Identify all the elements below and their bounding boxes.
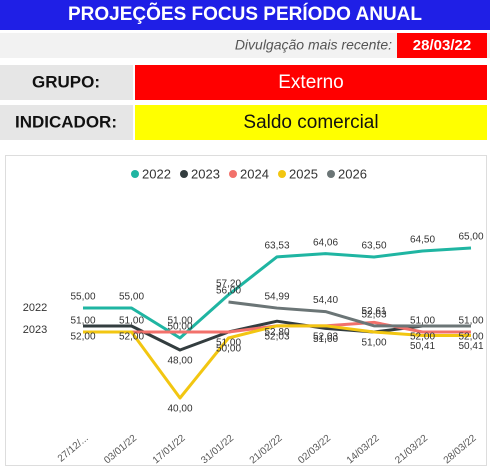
- data-label: 52,61: [361, 306, 386, 317]
- legend-marker: [180, 170, 188, 178]
- data-label: 52,00: [410, 332, 435, 343]
- data-label: 63,53: [264, 240, 289, 251]
- title: PROJEÇÕES FOCUS PERÍODO ANUAL: [68, 3, 422, 25]
- data-label: 51,00: [167, 316, 192, 327]
- filter-value-box[interactable]: [135, 105, 487, 140]
- filter-label: GRUPO:: [32, 72, 100, 91]
- legend-label: 2025: [289, 166, 318, 181]
- data-label: 51,00: [119, 316, 144, 327]
- data-label: 51,00: [458, 316, 483, 327]
- series-line: [228, 300, 471, 328]
- release-box: [397, 33, 487, 58]
- legend-label: 2023: [191, 166, 220, 181]
- data-label: 63,50: [361, 241, 386, 252]
- filter-value: Externo: [278, 72, 343, 93]
- legend-marker: [327, 170, 335, 178]
- chart-panel: [5, 155, 487, 466]
- data-label: 51,60: [313, 334, 338, 345]
- legend-marker: [229, 170, 237, 178]
- data-label: 50,00: [167, 322, 192, 333]
- legend-marker: [278, 170, 286, 178]
- data-label: 55,00: [119, 292, 144, 303]
- series-name-label: 2023: [23, 324, 47, 336]
- data-label: 51,00: [410, 316, 435, 327]
- data-label: 54,40: [313, 295, 338, 306]
- data-label: 51,00: [216, 338, 241, 349]
- data-label: 52,03: [264, 331, 289, 342]
- data-label: 54,99: [264, 292, 289, 303]
- legend-marker: [131, 170, 139, 178]
- series-line: [83, 324, 471, 400]
- filter-label-box: [0, 65, 133, 100]
- data-label: 52,00: [70, 332, 95, 343]
- data-label: 51,00: [361, 338, 386, 349]
- filter-label: INDICADOR:: [15, 112, 117, 131]
- legend-label: 2024: [240, 166, 269, 181]
- data-label: 52,00: [119, 332, 144, 343]
- data-label: 50,00: [216, 344, 241, 355]
- data-label: 52,00: [458, 332, 483, 343]
- data-label: 56,00: [216, 286, 241, 297]
- title-banner: [0, 0, 490, 30]
- data-label: 57,20: [216, 278, 241, 289]
- legend-label: 2026: [338, 166, 367, 181]
- data-label: 48,00: [167, 356, 192, 367]
- legend-label: 2022: [142, 166, 171, 181]
- data-label: 50,41: [410, 341, 435, 352]
- data-label: 52,03: [361, 309, 386, 320]
- data-label: 64,06: [313, 237, 338, 248]
- data-label: 51,00: [70, 316, 95, 327]
- filter-value: Saldo comercial: [243, 112, 378, 133]
- filter-label-box: [0, 105, 133, 140]
- release-label: Divulgação mais recente:: [235, 37, 392, 53]
- data-label: 40,00: [167, 404, 192, 415]
- data-label: 52,03: [313, 331, 338, 342]
- data-label: 65,00: [458, 232, 483, 243]
- series-line: [83, 246, 472, 340]
- series-name-label: 2022: [23, 302, 47, 314]
- data-label: 50,41: [458, 341, 483, 352]
- data-label: 64,50: [410, 235, 435, 246]
- data-label: 55,00: [70, 292, 95, 303]
- filter-value-box[interactable]: [135, 65, 487, 100]
- data-label: 52,80: [264, 327, 289, 338]
- release-date: 28/03/22: [413, 37, 471, 54]
